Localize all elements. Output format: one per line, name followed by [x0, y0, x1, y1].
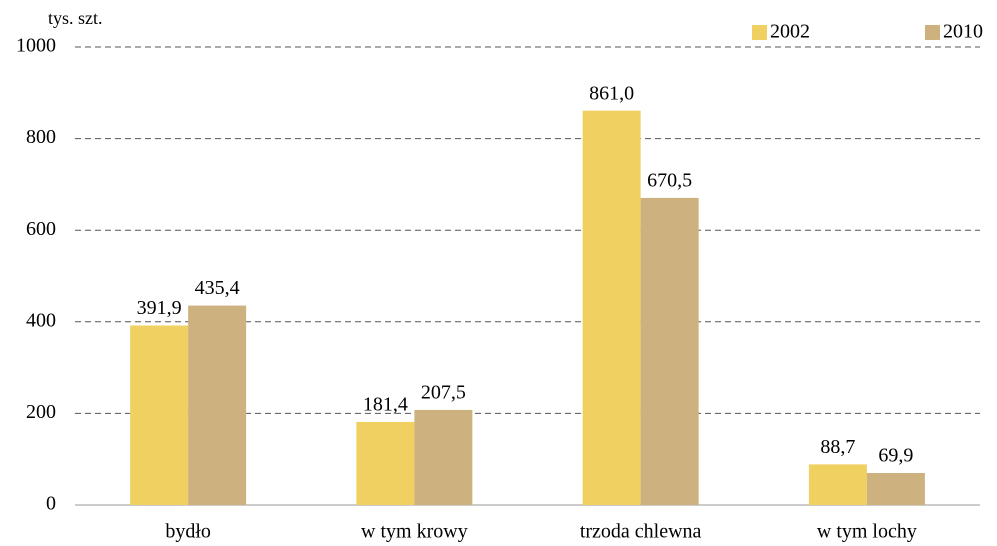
y-tick-label: 600 — [26, 218, 56, 240]
y-axis-label: tys. szt. — [48, 8, 103, 28]
y-tick-label: 800 — [26, 126, 56, 148]
y-tick-label: 0 — [46, 493, 56, 515]
legend-swatch — [752, 25, 767, 40]
bar — [582, 110, 641, 506]
value-label: 391,9 — [137, 297, 182, 319]
x-tick-label: w tym krowy — [361, 521, 468, 543]
legend-label: 2002 — [770, 21, 810, 43]
legend-swatch — [925, 25, 940, 40]
value-label: 670,5 — [647, 170, 692, 192]
bar — [414, 409, 473, 505]
bar — [356, 421, 415, 505]
bar — [640, 197, 699, 505]
bar — [808, 464, 867, 505]
value-label: 861,0 — [589, 82, 634, 104]
bar — [866, 472, 925, 505]
value-label: 69,9 — [878, 445, 913, 467]
value-label: 181,4 — [363, 394, 408, 416]
y-tick-label: 400 — [26, 309, 56, 331]
bar — [188, 305, 247, 505]
bar — [130, 325, 189, 505]
x-tick-label: bydło — [165, 521, 211, 543]
y-tick-label: 200 — [26, 401, 56, 423]
value-label: 88,7 — [820, 436, 855, 458]
y-tick-label: 1000 — [16, 35, 56, 57]
value-label: 435,4 — [195, 277, 240, 299]
legend-label: 2010 — [943, 21, 983, 43]
value-label: 207,5 — [421, 382, 466, 404]
x-tick-label: trzoda chlewna — [580, 521, 702, 543]
x-tick-label: w tym lochy — [817, 521, 917, 543]
